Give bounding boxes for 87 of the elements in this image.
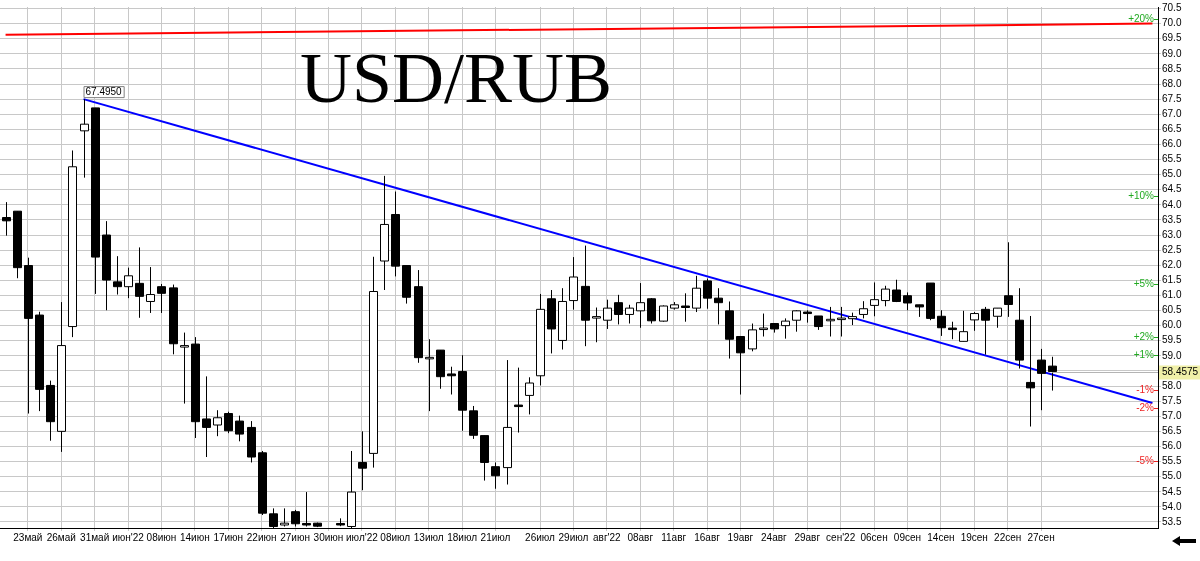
candlestick	[592, 307, 601, 343]
x-tick-label: 11авг	[661, 531, 687, 543]
x-tick-label: 27июн	[280, 531, 310, 543]
x-tick-label: июн'22	[112, 531, 145, 543]
y2-tick-label: -1%	[1136, 384, 1155, 396]
candlestick	[1004, 241, 1013, 318]
candlestick	[180, 332, 189, 405]
x-tick-label: 16авг	[694, 531, 721, 543]
y-tick-label: 59.5	[1162, 334, 1182, 346]
x-tick-label: 26май	[46, 531, 76, 543]
y-tick-label: 53.5	[1162, 515, 1182, 527]
y-tick-label: 65.5	[1162, 153, 1182, 165]
y2-tick-label: +1%	[1133, 349, 1155, 361]
candlestick	[614, 294, 623, 325]
x-tick-label: 08июн	[146, 531, 177, 543]
x-tick-label: 26июл	[525, 531, 556, 543]
candlestick	[703, 278, 712, 310]
y-tick-label: 62.5	[1162, 243, 1182, 255]
x-tick-label: 29авг	[794, 531, 821, 543]
x-tick-label: 13июл	[413, 531, 444, 543]
y-tick-label: 63.0	[1162, 228, 1182, 240]
x-tick-label: 24авг	[761, 531, 788, 543]
y-tick-label: 60.5	[1162, 304, 1182, 316]
x-tick-label: 18июл	[447, 531, 478, 543]
x-tick-label: 08июл	[380, 531, 411, 543]
y-tick-label: 55.5	[1162, 455, 1182, 467]
y-tick-label: 66.0	[1162, 138, 1182, 150]
x-tick-label: 22сен	[994, 531, 1022, 543]
candlestick	[959, 310, 968, 342]
y-tick-label: 63.5	[1162, 213, 1182, 225]
candlestick	[157, 283, 166, 314]
y2-tick-label: -5%	[1136, 455, 1155, 467]
candlestick	[146, 266, 155, 314]
y2-tick-label: +10%	[1128, 190, 1155, 202]
candlestick	[870, 281, 879, 317]
y-tick-label: 70.5	[1162, 2, 1182, 14]
y-tick-label: 54.0	[1162, 500, 1182, 512]
y-tick-label: 64.5	[1162, 183, 1182, 195]
annotation: 67.4950	[85, 85, 123, 97]
x-tick-label: 22июн	[246, 531, 277, 543]
candlestick	[792, 309, 801, 333]
y-tick-label: 69.5	[1162, 32, 1182, 44]
y-tick-label: 56.5	[1162, 425, 1182, 437]
y-tick-label: 55.0	[1162, 470, 1182, 482]
x-tick-label: 14июн	[179, 531, 210, 543]
y-tick-label: 61.5	[1162, 274, 1182, 286]
x-tick-label: 14сен	[927, 531, 955, 543]
y-tick-label: 65.0	[1162, 168, 1182, 180]
x-tick-label: 31май	[80, 531, 110, 543]
x-tick-label: 27сен	[1027, 531, 1055, 543]
y-tick-label: 64.0	[1162, 198, 1182, 210]
y2-tick-label: +20%	[1128, 13, 1155, 25]
x-tick-label: 09сен	[893, 531, 922, 543]
x-tick-label: сен'22	[826, 531, 856, 543]
y-tick-label: 56.0	[1162, 440, 1182, 452]
y-tick-label: 59.0	[1162, 349, 1182, 361]
x-tick-label: 21июл	[480, 531, 511, 543]
y-tick-label: 68.5	[1162, 62, 1182, 74]
y-tick-label: 66.5	[1162, 123, 1182, 135]
y-tick-label: 70.0	[1162, 17, 1182, 29]
y-tick-label: 67.5	[1162, 92, 1182, 104]
y-tick-label: 62.0	[1162, 258, 1182, 270]
y-tick-label: 57.0	[1162, 410, 1182, 421]
x-tick-label: 19авг	[727, 531, 754, 543]
y-tick-label: 60.0	[1162, 319, 1182, 331]
x-tick-label: 29июл	[558, 531, 589, 543]
x-tick-label: июл'22	[346, 531, 379, 543]
x-tick-label: 23май	[13, 531, 43, 543]
y-tick-label: 67.0	[1162, 107, 1182, 119]
y-tick-label: 69.0	[1162, 47, 1182, 59]
y-tick-label: 68.0	[1162, 77, 1182, 89]
y-tick-label: 57.5	[1162, 394, 1182, 406]
y-tick-label: 58.0	[1162, 379, 1182, 391]
chart-title: USD/RUB	[300, 38, 613, 118]
y-tick-label: 54.5	[1162, 485, 1182, 497]
x-tick-label: авг'22	[593, 531, 622, 543]
x-tick-label: 06сен	[860, 531, 888, 543]
y2-tick-label: +5%	[1133, 278, 1155, 290]
x-tick-label: 19сен	[960, 531, 988, 543]
x-tick-label: 08авг	[627, 531, 654, 543]
candlestick	[202, 375, 211, 458]
x-tick-label: 17июн	[213, 531, 244, 543]
y-tick-label: 61.0	[1162, 289, 1182, 301]
y2-tick-label: +2%	[1133, 331, 1155, 343]
x-tick-label: 30июн	[313, 531, 344, 543]
y2-tick-label: -2%	[1136, 402, 1155, 414]
ref-line-label: 58.4575	[1162, 366, 1199, 378]
